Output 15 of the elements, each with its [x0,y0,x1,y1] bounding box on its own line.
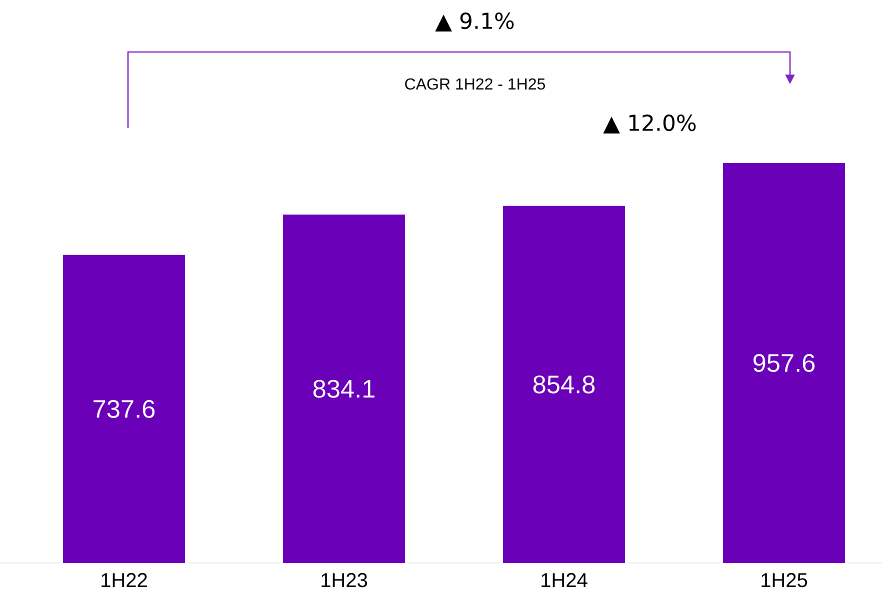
bar [723,163,846,563]
x-tick-label: 1H23 [322,573,368,588]
bar [283,214,405,563]
text: ▲ 12.0% [603,114,696,134]
data-label: 854.8 [533,376,595,394]
data-label: 737.6 [94,400,155,418]
x-tick-label: 1H25 [762,573,808,588]
text: ▲ 9.1% [435,12,514,32]
data-label: 957.6 [754,354,815,372]
x-tick-label: 1H24 [542,573,588,588]
data-label: 834.1 [313,380,374,398]
bar [503,206,626,563]
bar [63,254,186,563]
x-tick-label: 1H22 [102,573,147,588]
text: CAGR 1H22 - 1H25 [405,78,545,90]
